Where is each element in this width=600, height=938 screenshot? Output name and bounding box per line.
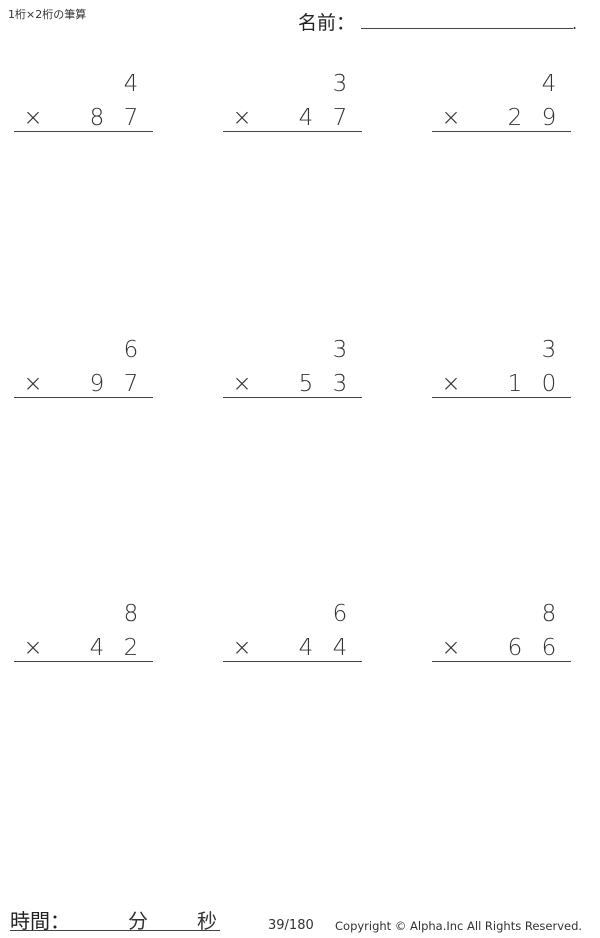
answer-line	[432, 131, 571, 132]
multiplicand: 4	[123, 71, 139, 97]
multiplicand: 6	[332, 601, 348, 627]
multiplier-ones: 7	[123, 105, 139, 131]
time-label: 時間：	[10, 909, 70, 933]
multiplier-ones: 2	[123, 635, 139, 661]
problem: 3 × 1 0	[432, 337, 572, 409]
multiplier-ones: 0	[541, 371, 557, 397]
answer-line	[432, 661, 571, 662]
multiply-sign: ×	[232, 635, 252, 661]
multiplicand: 8	[541, 601, 557, 627]
multiplier-tens: 2	[507, 105, 523, 131]
page-number: 39/180	[268, 918, 314, 933]
multiplier-tens: 6	[507, 635, 523, 661]
multiplicand: 3	[541, 337, 557, 363]
answer-line	[14, 397, 153, 398]
time-line	[10, 930, 220, 931]
answer-line	[14, 661, 153, 662]
multiply-sign: ×	[23, 635, 43, 661]
problem: 3 × 5 3	[223, 337, 363, 409]
multiplier-tens: 4	[298, 105, 314, 131]
problem: 8 × 4 2	[14, 601, 154, 673]
multiplier-ones: 3	[332, 371, 348, 397]
multiply-sign: ×	[23, 371, 43, 397]
multiply-sign: ×	[441, 635, 461, 661]
problem: 3 × 4 7	[223, 71, 363, 143]
multiplicand: 3	[332, 337, 348, 363]
minutes-label: 分	[128, 909, 148, 933]
answer-line	[223, 131, 362, 132]
multiply-sign: ×	[441, 105, 461, 131]
multiplicand: 3	[332, 71, 348, 97]
multiply-sign: ×	[23, 105, 43, 131]
answer-line	[223, 661, 362, 662]
multiplier-tens: 4	[298, 635, 314, 661]
problem: 4 × 2 9	[432, 71, 572, 143]
seconds-label: 秒	[197, 909, 217, 933]
multiplicand: 8	[123, 601, 139, 627]
problem: 4 × 8 7	[14, 71, 154, 143]
multiplicand: 4	[541, 71, 557, 97]
multiplier-ones: 4	[332, 635, 348, 661]
copyright: Copyright © Alpha.Inc All Rights Reserve…	[335, 919, 583, 933]
name-label: 名前：	[298, 12, 356, 34]
multiplier-ones: 9	[541, 105, 557, 131]
answer-line	[432, 397, 571, 398]
multiply-sign: ×	[441, 371, 461, 397]
name-field-line[interactable]	[361, 28, 573, 29]
multiplicand: 6	[123, 337, 139, 363]
multiplier-tens: 9	[89, 371, 105, 397]
multiply-sign: ×	[232, 105, 252, 131]
multiplier-tens: 1	[507, 371, 523, 397]
multiply-sign: ×	[232, 371, 252, 397]
answer-line	[14, 131, 153, 132]
multiplier-tens: 4	[89, 635, 105, 661]
multiplier-tens: 8	[89, 105, 105, 131]
multiplier-ones: 7	[123, 371, 139, 397]
problem: 6 × 4 4	[223, 601, 363, 673]
multiplier-tens: 5	[298, 371, 314, 397]
worksheet-title: 1桁×2桁の筆算	[8, 8, 87, 21]
multiplier-ones: 7	[332, 105, 348, 131]
problem: 6 × 9 7	[14, 337, 154, 409]
name-end-dot: .	[572, 14, 578, 33]
multiplier-ones: 6	[541, 635, 557, 661]
answer-line	[223, 397, 362, 398]
problem: 8 × 6 6	[432, 601, 572, 673]
